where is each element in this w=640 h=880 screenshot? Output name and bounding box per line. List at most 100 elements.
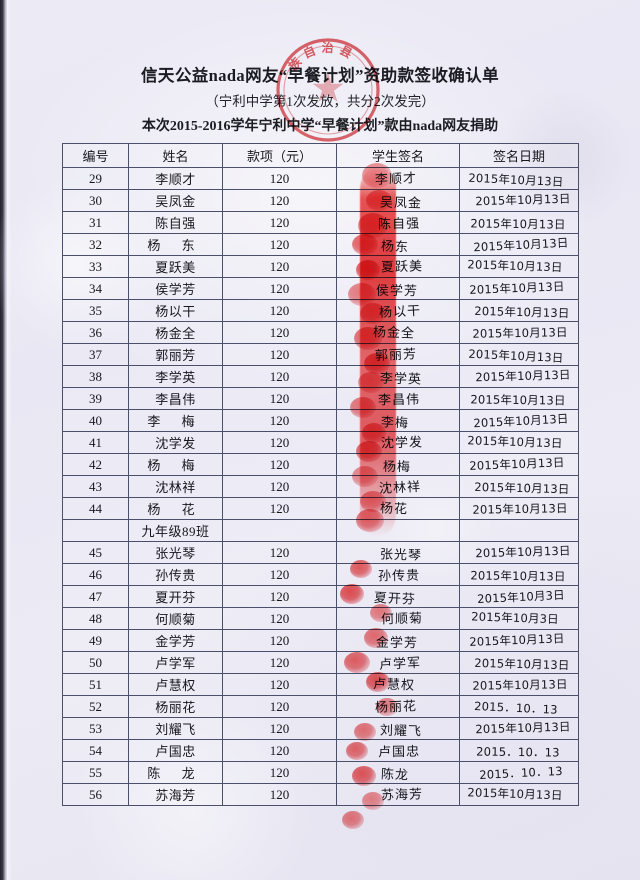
handwritten-date: 2015年10月13日 [467,432,563,450]
cell-id: 43 [62,475,129,498]
cell-name: 李昌伟 [128,387,223,410]
cell-date: 2015年10月13日 [459,211,579,234]
column-header-amount: 款项（元） [222,143,337,168]
table-header-row: 编号 姓名 款项（元） 学生签名 签名日期 [62,143,579,168]
cell-amount: 120 [222,453,337,476]
handwritten-date: 2015年10月13日 [469,630,565,649]
table-row: 52 杨丽花 120 杨丽花 2015．10．13 [62,695,579,718]
section-date-cell [459,519,579,542]
cell-id: 44 [62,497,129,520]
handwritten-date: 2015年10月13日 [474,479,570,496]
cell-date: 2015年10月13日 [459,189,579,212]
cell-name: 侯学芳 [128,277,223,300]
cell-name: 苏海芳 [128,783,223,806]
handwritten-date: 2015．10．13 [476,743,560,759]
cell-amount: 120 [222,299,337,322]
table-row: 46 孙传贵 120 孙传贵 2015年10月13日 [62,563,579,586]
cell-signature: 陈龙 [336,761,460,784]
cell-signature: 卢学军 [336,651,460,674]
cell-name: 张光琴 [128,541,223,564]
section-signature-cell [336,519,460,542]
cell-name: 沈林祥 [128,475,223,498]
cell-name: 杨丽花 [128,695,223,718]
handwritten-signature: 卢国忠 [377,744,421,761]
cell-amount: 120 [222,585,337,608]
cell-name: 杨 花 [128,497,223,520]
cell-id: 39 [62,387,129,410]
red-fingerprint-stamp [342,810,364,829]
column-header-date: 签名日期 [459,143,579,168]
table-row: 50 卢学军 120 卢学军 2015年10月13日 [62,651,579,674]
table-row: 38 李学英 120 李学英 2015年10月13日 [62,365,579,388]
handwritten-signature: 吴凤金 [379,195,423,212]
cell-signature: 刘耀飞 [336,717,460,740]
cell-id: 34 [62,277,129,300]
cell-name: 夏跃美 [128,255,223,278]
handwritten-signature: 卢慧权 [372,677,416,694]
cell-amount: 120 [222,431,337,454]
handwritten-date: 2015年10月13日 [467,256,563,274]
cell-amount: 120 [222,739,337,762]
handwritten-date: 2015年10月13日 [470,391,566,408]
handwritten-date: 2015年10月13日 [475,367,571,384]
cell-date: 2015．10．13 [459,761,579,784]
handwritten-date: 2015年10月13日 [473,411,569,430]
cell-name: 杨 东 [128,233,223,256]
handwritten-signature: 杨丽花 [374,699,418,716]
document-subtitle: （宁利中学第1次发放，共分2次发完） [205,94,435,109]
section-id-cell [62,519,129,542]
cell-date: 2015年10月13日 [459,365,579,388]
table-row: 41 沈学发 120 沈学发 2015年10月13日 [62,431,579,454]
cell-name: 何顺菊 [128,607,223,630]
cell-name: 李顺才 [128,167,223,190]
handwritten-date: 2015年10月13日 [470,567,566,584]
cell-name: 沈学发 [128,431,223,454]
cell-date: 2015年10月13日 [459,651,579,674]
cell-date: 2015年10月13日 [459,541,579,564]
handwritten-signature: 张光琴 [379,547,423,564]
cell-date: 2015年10月13日 [459,167,579,190]
cell-amount: 120 [222,343,337,366]
cell-id: 40 [62,409,129,432]
handwritten-date: 2015年10月3日 [476,587,566,606]
cell-date: 2015年10月13日 [459,255,579,278]
cell-amount: 120 [222,541,337,564]
section-label: 九年级89班 [128,519,223,542]
cell-id: 32 [62,233,129,256]
cell-signature: 李学英 [336,365,460,388]
table-row: 53 刘耀飞 120 刘耀飞 2015年10月13日 [62,717,579,740]
cell-signature: 陈自强 [336,211,460,234]
table-row: 35 杨以干 120 杨以干 2015年10月13日 [62,299,579,322]
cell-amount: 120 [222,365,337,388]
cell-id: 51 [62,673,129,696]
cell-date: 2015年10月13日 [459,497,579,520]
cell-signature: 沈林祥 [336,475,460,498]
cell-signature: 李顺才 [336,167,460,190]
cell-amount: 120 [222,167,337,190]
cell-amount: 120 [222,673,337,696]
cell-id: 42 [62,453,129,476]
cell-name: 夏开芬 [128,585,223,608]
cell-date: 2015年10月13日 [459,321,579,344]
cell-amount: 120 [222,607,337,630]
cell-amount: 120 [222,211,337,234]
cell-amount: 120 [222,695,337,718]
handwritten-date: 2015年10月13日 [473,235,569,254]
cell-id: 47 [62,585,129,608]
table-row: 51 卢慧权 120 卢慧权 2015年10月13日 [62,673,579,696]
table-row: 40 李 梅 120 李梅 2015年10月13日 [62,409,579,432]
table-row: 48 何顺菊 120 何顺菊 2015年10月3日 [62,607,579,630]
cell-date: 2015．10．13 [459,739,579,762]
table-row: 42 杨 梅 120 杨梅 2015年10月13日 [62,453,579,476]
cell-id: 48 [62,607,129,630]
cell-date: 2015年10月13日 [459,233,579,256]
table-row: 54 卢国忠 120 卢国忠 2015．10．13 [62,739,579,762]
cell-date: 2015年10月13日 [459,409,579,432]
cell-date: 2015年10月13日 [459,299,579,322]
handwritten-date: 2015年10月13日 [470,215,566,232]
handwritten-date: 2015年10月13日 [469,278,565,297]
cell-id: 38 [62,365,129,388]
handwritten-date: 2015年10月13日 [474,303,570,320]
cell-signature: 杨花 [336,497,460,520]
